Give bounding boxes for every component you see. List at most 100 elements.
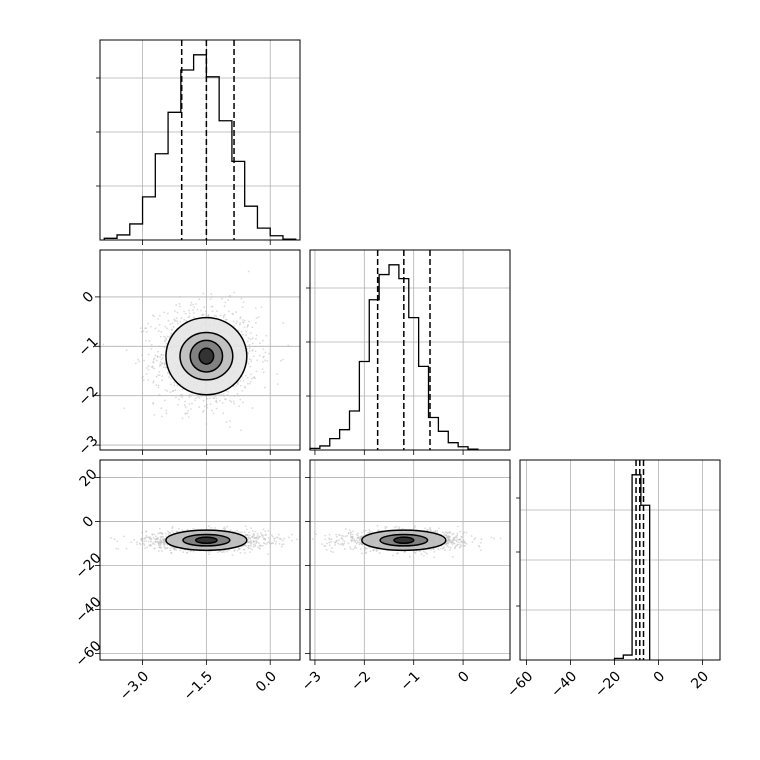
scatter-point — [183, 404, 186, 407]
scatter-point — [222, 527, 225, 530]
scatter-point — [247, 337, 250, 340]
scatter-point — [160, 407, 163, 410]
scatter-point — [245, 545, 248, 547]
scatter-point — [248, 344, 251, 346]
scatter-point — [304, 544, 306, 546]
scatter-point — [441, 547, 444, 550]
scatter-point — [246, 534, 249, 537]
x-tick-label: −60 — [504, 668, 536, 700]
scatter-point — [152, 361, 155, 364]
scatter-point — [426, 552, 428, 555]
scatter-point — [176, 311, 179, 314]
scatter-point — [278, 537, 281, 540]
scatter-point — [160, 353, 163, 356]
scatter-point — [358, 539, 361, 542]
scatter-point — [249, 338, 252, 341]
scatter-point — [211, 310, 214, 313]
scatter-point — [392, 554, 394, 557]
scatter-point — [344, 535, 347, 538]
scatter-point — [361, 552, 363, 555]
scatter-point — [186, 528, 189, 531]
scatter-point — [167, 319, 170, 322]
scatter-point — [175, 549, 178, 552]
scatter-point — [355, 542, 358, 545]
scatter-point — [398, 526, 401, 529]
scatter-point — [449, 549, 451, 551]
scatter-point — [165, 412, 168, 415]
scatter-point — [439, 547, 442, 550]
scatter-point — [113, 538, 116, 541]
scatter-point — [459, 543, 462, 546]
scatter-point — [263, 386, 266, 389]
scatter-point — [191, 393, 193, 396]
scatter-point — [291, 539, 293, 542]
scatter-point — [158, 374, 161, 377]
scatter-point — [360, 531, 363, 534]
scatter-point — [219, 314, 222, 317]
scatter-point — [273, 537, 276, 540]
scatter-point — [161, 375, 164, 378]
scatter-point — [282, 543, 285, 546]
scatter-point — [173, 320, 176, 322]
scatter-point — [444, 549, 446, 552]
scatter-point — [355, 547, 358, 549]
scatter-point — [174, 389, 177, 392]
scatter-point — [142, 379, 145, 382]
scatter-point — [349, 546, 352, 549]
scatter-point — [420, 553, 423, 555]
scatter-point — [194, 399, 196, 402]
scatter-point — [490, 536, 493, 539]
scatter-point — [436, 529, 439, 532]
scatter-point — [257, 546, 259, 549]
scatter-point — [262, 348, 265, 351]
scatter-point — [447, 542, 450, 545]
scatter-point — [229, 529, 232, 532]
scatter-point — [249, 332, 252, 335]
scatter-point — [268, 541, 270, 544]
pair-panel-1-2 — [95, 249, 301, 455]
scatter-point — [376, 524, 379, 527]
scatter-point — [343, 548, 346, 550]
scatter-point — [252, 540, 255, 543]
scatter-point — [152, 536, 155, 539]
panel-frame — [519, 459, 721, 661]
scatter-point — [239, 379, 242, 382]
scatter-point — [143, 359, 145, 362]
scatter-point — [167, 312, 169, 315]
scatter-point — [454, 545, 457, 548]
scatter-point — [163, 541, 166, 544]
scatter-point — [157, 532, 159, 535]
scatter-point — [138, 360, 141, 363]
scatter-point — [356, 534, 359, 537]
scatter-point — [153, 543, 156, 546]
scatter-point — [189, 304, 192, 306]
scatter-point — [324, 538, 327, 541]
scatter-point — [167, 530, 169, 533]
scatter-point — [169, 391, 172, 394]
scatter-point — [254, 544, 257, 546]
scatter-point — [163, 544, 166, 546]
scatter-point — [338, 539, 341, 542]
scatter-point — [252, 545, 255, 548]
scatter-point — [139, 327, 142, 329]
scatter-point — [146, 536, 148, 538]
scatter-point — [188, 396, 191, 398]
scatter-point — [251, 349, 254, 351]
scatter-point — [455, 536, 458, 539]
scatter-point — [183, 310, 185, 313]
scatter-point — [169, 378, 172, 380]
scatter-point — [150, 365, 153, 368]
scatter-point — [173, 381, 176, 384]
scatter-point — [241, 545, 244, 548]
scatter-point — [211, 295, 214, 298]
scatter-point — [231, 554, 234, 557]
scatter-point — [279, 359, 282, 362]
scatter-point — [175, 530, 178, 533]
scatter-point — [450, 541, 453, 544]
scatter-point — [179, 295, 181, 298]
scatter-point — [321, 543, 323, 546]
scatter-point — [296, 546, 298, 548]
scatter-point — [212, 412, 215, 415]
scatter-point — [151, 314, 154, 317]
scatter-point — [448, 535, 451, 538]
